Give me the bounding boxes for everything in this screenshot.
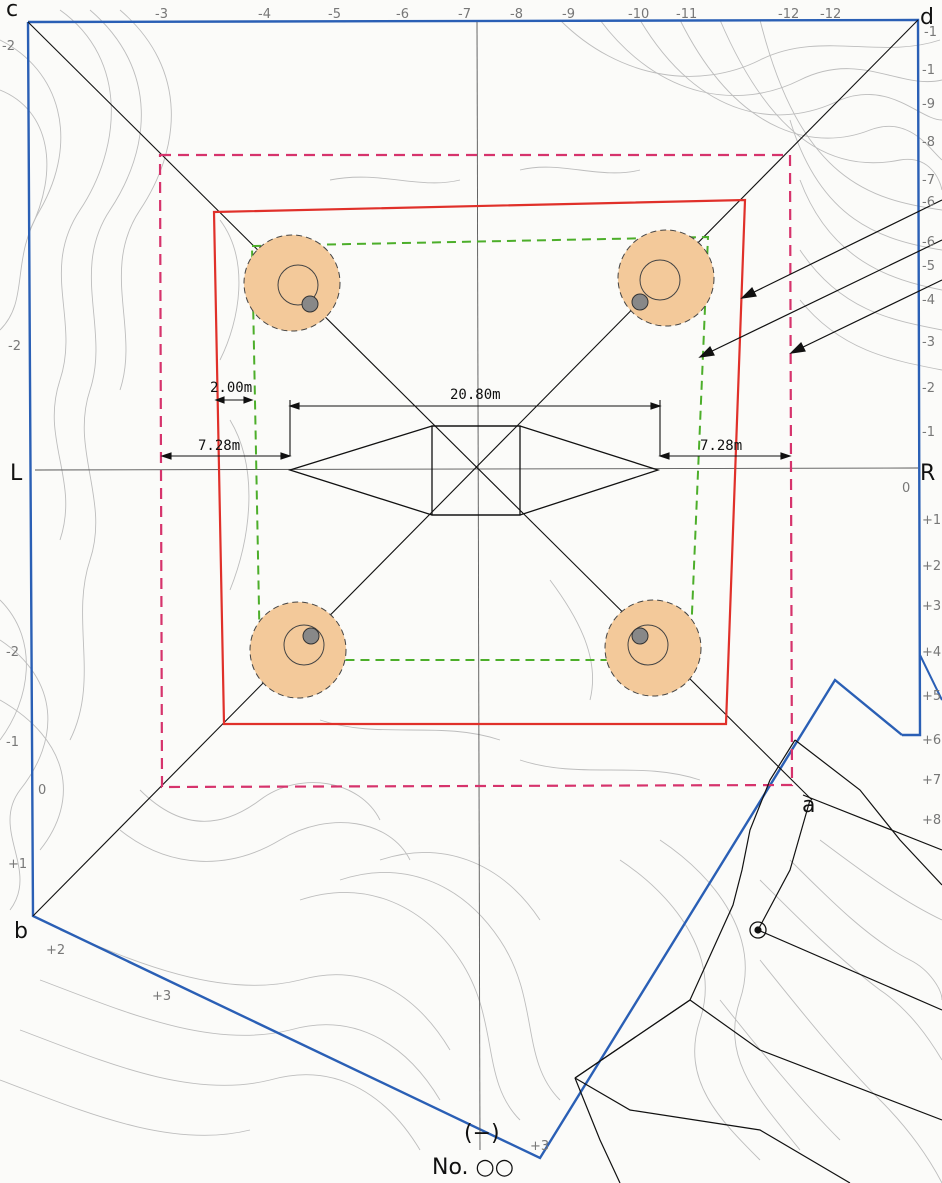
axis-label-right: R <box>920 461 935 486</box>
footing-bottom-left <box>249 601 347 699</box>
diagonal-c-a <box>27 21 813 801</box>
right-tick-6: -6 <box>922 195 935 210</box>
right-tick-8: -5 <box>922 259 935 274</box>
axis-horizontal-LR <box>34 467 919 471</box>
bottom-tick-2: +3 <box>152 989 171 1004</box>
right-tick-12: -1 <box>922 425 935 440</box>
bottom-tick-3: +3 <box>530 1139 549 1154</box>
lower-right-structure <box>574 739 942 1183</box>
left-tick-5: 0 <box>38 783 46 798</box>
left-tick-4: -1 <box>6 735 19 750</box>
right-tick-2: -1 <box>922 63 935 78</box>
left-tick-2: -2 <box>8 339 21 354</box>
right-tick-9: -4 <box>922 293 935 308</box>
diagonal-b-d <box>32 19 919 917</box>
right-tick-16: +3 <box>922 599 941 614</box>
outer-dashed-square <box>158 153 794 789</box>
axis-label-left: L <box>10 461 23 486</box>
footing-bottom-right <box>604 599 702 697</box>
right-tick-11: -2 <box>922 381 935 396</box>
axis-vertical <box>476 21 481 1151</box>
center-tower-symbol <box>287 425 661 516</box>
right-tick-1: -1 <box>924 25 937 40</box>
green-dashed-square <box>250 235 710 661</box>
left-tick-6: +1 <box>8 857 27 872</box>
right-tick-10: -3 <box>922 335 935 350</box>
right-tick-13: 0 <box>902 481 910 496</box>
corner-label-a: a <box>802 793 815 818</box>
right-tick-7: -6 <box>922 235 935 250</box>
right-tick-20: +7 <box>922 773 941 788</box>
right-tick-14: +1 <box>922 513 941 528</box>
right-tick-17: +4 <box>922 645 941 660</box>
top-tick-10: -12 <box>778 7 799 22</box>
dim-label-left-span: 7.28m <box>198 438 240 454</box>
dimension-lines <box>160 396 792 460</box>
top-tick-11: -12 <box>820 7 841 22</box>
right-tick-21: +8 <box>922 813 941 828</box>
site-boundary-right-notch <box>919 654 942 701</box>
right-tick-15: +2 <box>922 559 941 574</box>
footing-top-left <box>243 234 341 332</box>
left-tick-1: -2 <box>2 39 15 54</box>
top-tick-4: -6 <box>396 7 409 22</box>
bottom-tick-1: +2 <box>46 943 65 958</box>
top-tick-2: -4 <box>258 7 271 22</box>
footer-number: No. ○○ <box>432 1155 514 1180</box>
contour-lines <box>0 9 942 1183</box>
leader-arrows <box>698 199 942 358</box>
site-boundary <box>27 18 922 737</box>
top-tick-9: -11 <box>676 7 697 22</box>
dim-label-center-span: 20.80m <box>450 387 501 403</box>
corner-label-d: d <box>920 5 934 30</box>
top-tick-8: -10 <box>628 7 649 22</box>
dim-label-inner-offset: 2.00m <box>210 380 252 396</box>
site-boundary-lower <box>26 21 903 1160</box>
top-tick-6: -8 <box>510 7 523 22</box>
right-tick-18: +5 <box>922 689 941 704</box>
right-tick-4: -8 <box>922 135 935 150</box>
footing-top-right <box>617 229 715 327</box>
corner-label-b: b <box>14 919 28 944</box>
top-tick-5: -7 <box>458 7 471 22</box>
right-tick-19: +6 <box>922 733 941 748</box>
right-tick-5: -7 <box>922 173 935 188</box>
footer-sign: (−) <box>464 1121 500 1146</box>
corner-label-c: c <box>6 0 18 22</box>
top-tick-7: -9 <box>562 7 575 22</box>
top-tick-1: -3 <box>155 7 168 22</box>
dim-label-right-span: 7.28m <box>700 438 742 454</box>
right-tick-3: -9 <box>922 97 935 112</box>
left-tick-3: -2 <box>6 645 19 660</box>
top-tick-3: -5 <box>328 7 341 22</box>
red-square <box>212 198 747 726</box>
